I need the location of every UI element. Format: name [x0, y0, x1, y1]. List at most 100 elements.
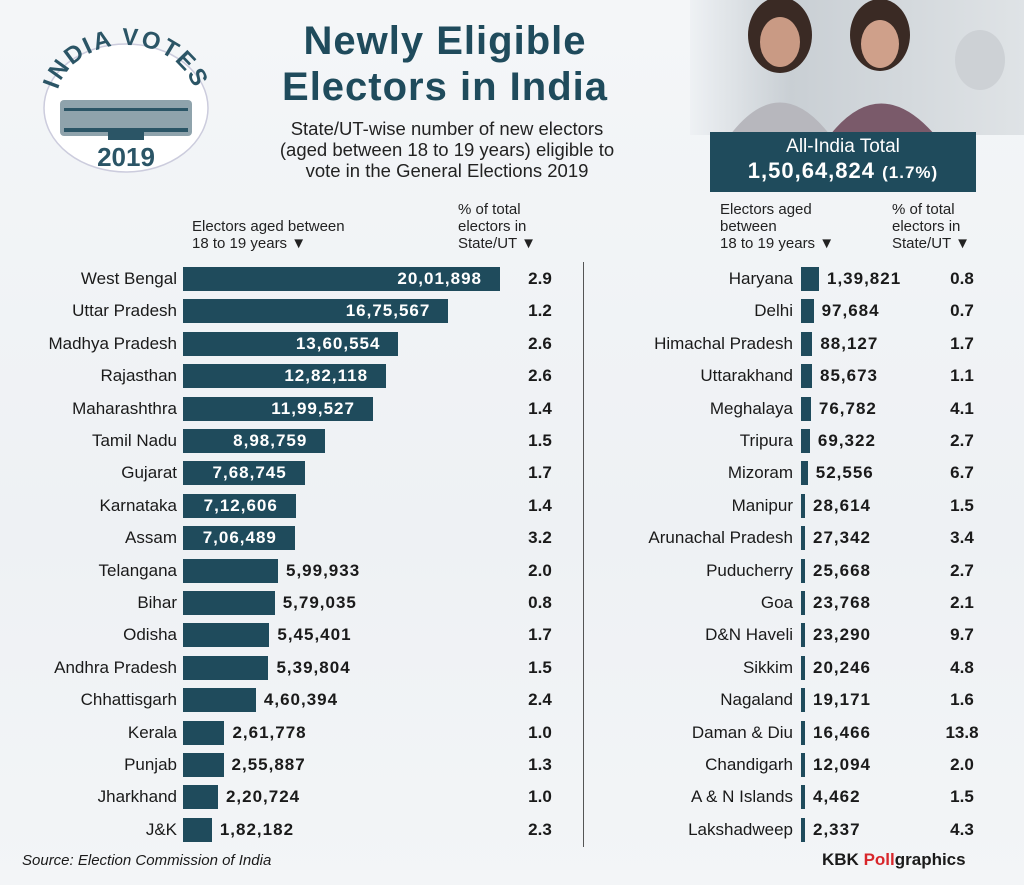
bar-row: Kerala 2,61,778 1.0 [0, 720, 1024, 745]
bar [183, 591, 275, 615]
category-label: Jharkhand [97, 787, 177, 807]
bar [183, 558, 278, 583]
pct-label: 1.5 [528, 657, 552, 677]
category-label: Assam [125, 528, 177, 548]
bar-row: Puducherry 25,668 2.7 [0, 558, 1024, 583]
subtitle: State/UT-wise number of new electors (ag… [222, 118, 672, 181]
left-value-header: Electors aged between 18 to 19 years ▼ [192, 218, 345, 252]
value-label: 5,39,804 [276, 657, 351, 677]
value-label: 52,556 [815, 463, 874, 483]
bar [801, 396, 811, 421]
bar-row: Uttarakhand 85,673 1.1 [0, 364, 1024, 389]
pct-label: 1.5 [950, 787, 974, 807]
bar-row: Madhya Pradesh 13,60,554 2.6 [0, 331, 1024, 356]
bar [801, 817, 805, 842]
pct-label: 6.7 [950, 463, 974, 483]
india-votes-logo: INDIA VOTES 2019 [38, 24, 214, 176]
value-label: 5,99,933 [285, 560, 361, 580]
bar-row: Andhra Pradesh 5,39,804 1.5 [0, 655, 1024, 680]
header-line: between [720, 218, 777, 235]
pct-label: 9.7 [950, 625, 974, 645]
bar-row: Odisha 5,45,401 1.7 [0, 623, 1024, 648]
bar [801, 720, 805, 745]
header-line: electors in [892, 218, 961, 235]
bar [183, 364, 387, 389]
header-line: Electors aged between [192, 218, 345, 235]
value-label: 5,79,035 [282, 593, 357, 612]
category-label: Himachal Pradesh [654, 333, 793, 353]
bar [183, 623, 270, 648]
bar-row: Jharkhand 2,20,724 1.0 [0, 785, 1024, 810]
category-label: D&N Haveli [705, 625, 793, 645]
bar [801, 267, 819, 291]
bar [183, 526, 295, 551]
pct-label: 3.4 [950, 528, 974, 548]
pct-label: 2.0 [528, 560, 552, 580]
bar [183, 720, 225, 745]
category-label: Madhya Pradesh [48, 333, 177, 353]
page-title: Newly Eligible Electors in India [225, 18, 665, 110]
category-label: Kerala [127, 722, 177, 742]
value-label: 4,60,394 [263, 690, 339, 710]
category-label: Puducherry [706, 560, 793, 580]
value-label: 2,61,778 [232, 722, 307, 742]
bar [801, 299, 814, 324]
pct-label: 4.8 [950, 657, 974, 677]
pct-label: 1.3 [528, 755, 552, 774]
bar-row: Delhi 97,684 0.7 [0, 299, 1024, 324]
bar [183, 817, 212, 842]
bar [183, 429, 326, 453]
bar [183, 655, 269, 680]
value-label: 13,60,554 [295, 333, 381, 353]
value-label: 19,171 [813, 690, 871, 710]
category-label: Maharashthra [72, 398, 177, 418]
category-label: Goa [760, 593, 793, 612]
credit: KBK Pollgraphics [822, 850, 966, 870]
bar-row: Chhattisgarh 4,60,394 2.4 [0, 688, 1024, 713]
value-label: 85,673 [820, 366, 879, 386]
category-label: Tripura [739, 431, 793, 450]
value-label: 1,82,182 [219, 819, 295, 839]
category-label: Chhattisgarh [80, 690, 177, 710]
pct-label: 1.0 [528, 787, 552, 807]
pct-label: 2.0 [950, 755, 974, 774]
bar-row: Chandigarh 12,094 2.0 [0, 753, 1024, 777]
pct-label: 3.2 [528, 528, 552, 548]
category-label: Uttarakhand [700, 366, 793, 386]
all-india-total-box: All-India Total 1,50,64,824 (1.7%) [710, 132, 976, 192]
category-label: Rajasthan [100, 366, 177, 386]
header-line: State/UT ▼ [892, 235, 970, 252]
pct-label: 1.4 [528, 495, 552, 515]
bar-row: J&K 1,82,182 2.3 [0, 817, 1024, 842]
category-label: Punjab [124, 755, 177, 774]
title-line: Electors in India [282, 65, 608, 109]
value-label: 7,12,606 [203, 495, 278, 515]
bar-row: Karnataka 7,12,606 1.4 [0, 493, 1024, 518]
pct-label: 0.7 [950, 301, 974, 321]
credit-part: KBK [822, 850, 864, 869]
pct-label: 2.6 [528, 333, 552, 353]
category-label: West Bengal [80, 269, 177, 288]
subtitle-line: (aged between 18 to 19 years) eligible t… [279, 139, 615, 160]
value-label: 16,75,567 [345, 301, 431, 321]
bar [801, 785, 805, 810]
category-label: Nagaland [720, 690, 793, 710]
bar-row: Haryana 1,39,821 0.8 [0, 267, 1024, 291]
value-label: 88,127 [820, 333, 879, 353]
value-label: 12,094 [813, 755, 871, 774]
pct-label: 0.8 [950, 269, 974, 288]
bar [183, 753, 224, 777]
header-line: % of total [892, 201, 955, 218]
bar-row: Assam 7,06,489 3.2 [0, 526, 1024, 551]
pct-label: 2.3 [528, 819, 552, 839]
pct-label: 2.7 [950, 431, 974, 450]
bar-row: D&N Haveli 23,290 9.7 [0, 623, 1024, 648]
total-value-line: 1,50,64,824 (1.7%) [710, 158, 976, 184]
bar [183, 688, 256, 713]
source-note: Source: Election Commission of India [22, 852, 272, 869]
pct-label: 1.7 [950, 333, 974, 353]
credit-part: Poll [863, 850, 895, 869]
category-label: J&K [145, 819, 177, 839]
category-label: Lakshadweep [688, 819, 793, 839]
value-label: 1,39,821 [827, 269, 902, 288]
